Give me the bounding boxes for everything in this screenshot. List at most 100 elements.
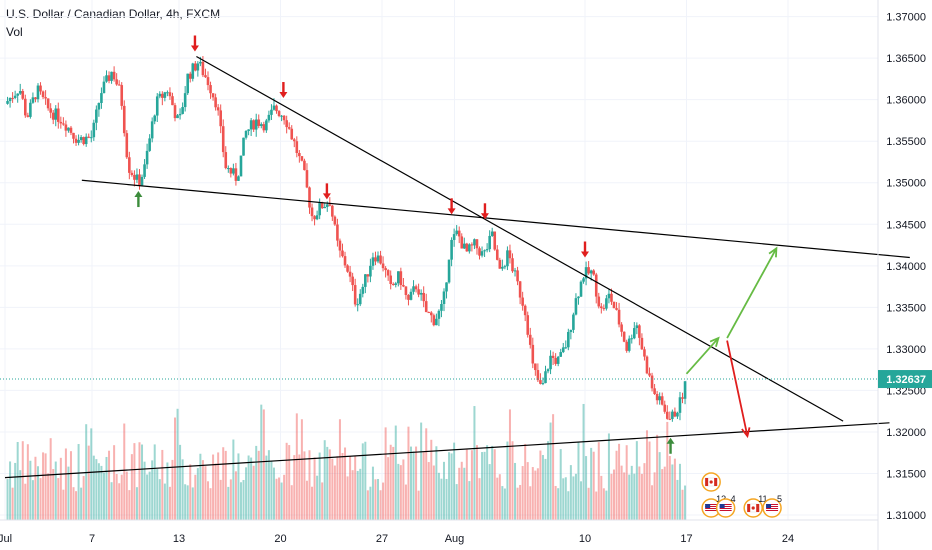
candle-body: [79, 137, 83, 141]
candle-body: [158, 93, 162, 97]
volume-bar: [445, 478, 448, 520]
candle-body: [546, 369, 550, 372]
candle-body: [612, 301, 616, 309]
down-arrow-marker: [581, 241, 589, 258]
candle-body: [112, 71, 116, 80]
candle-body: [320, 202, 324, 209]
volume-bar: [524, 443, 527, 520]
volume-bar: [618, 443, 621, 520]
volume-indicator-label[interactable]: Vol: [6, 25, 23, 39]
candle-body: [554, 357, 557, 364]
flag-us-stripe: [705, 504, 718, 505]
volume-bar: [110, 482, 113, 520]
volume-bar: [275, 478, 278, 520]
price-tick-label: 1.32500: [886, 385, 926, 397]
volume-bar: [437, 472, 440, 520]
candle-body: [206, 77, 210, 86]
candle-body: [483, 250, 486, 252]
candle-body: [216, 107, 220, 111]
candle-body: [346, 265, 349, 272]
candle-body: [577, 296, 580, 299]
event-icon-ca[interactable]: 11: [743, 494, 768, 518]
candle-body: [67, 127, 70, 131]
candle-body: [435, 318, 438, 326]
volume-bar: [361, 443, 364, 520]
candle-body: [227, 168, 230, 170]
volume-bar: [280, 482, 283, 520]
symbol-title[interactable]: U.S. Dollar / Canadian Dollar, 4h, FXCM: [6, 7, 221, 21]
projection-up-leg-2-shaft: [726, 247, 778, 339]
volume-bar: [267, 450, 270, 520]
candle-body: [234, 168, 238, 181]
candle-body: [442, 291, 446, 304]
volume-bar: [100, 465, 103, 520]
candle-body: [89, 137, 93, 139]
candle-body: [211, 93, 215, 98]
candle-body: [54, 108, 58, 120]
volume-bar: [404, 484, 407, 520]
volume-bar: [148, 471, 151, 520]
volume-bar: [265, 455, 268, 520]
volume-bar: [171, 459, 174, 520]
volume-bar: [21, 441, 24, 520]
volume-bar: [9, 461, 12, 520]
projection-up-leg-1-shaft: [685, 337, 720, 375]
flag-ca-left: [705, 478, 709, 486]
candle-body: [122, 105, 126, 134]
candle-body: [290, 128, 294, 140]
candle-body: [105, 75, 108, 82]
volume-bar: [11, 487, 14, 520]
volume-bar: [59, 457, 62, 520]
candle-body: [592, 270, 595, 275]
candle-body: [447, 259, 451, 283]
candle-body: [69, 127, 73, 133]
volume-bar: [77, 444, 80, 520]
candle-body: [653, 388, 656, 394]
time-tick-label: 17: [680, 533, 692, 545]
candle-body: [249, 120, 253, 130]
candle-body: [338, 240, 342, 251]
candle-body: [610, 293, 613, 302]
volume-bar: [331, 458, 334, 520]
volume-bar: [201, 460, 204, 520]
candle-body: [511, 258, 514, 272]
candle-body: [587, 267, 590, 274]
volume-bar: [47, 473, 50, 520]
candles: [6, 56, 687, 422]
candle-body: [229, 168, 233, 174]
down-arrow-marker: [447, 198, 456, 215]
candle-body: [308, 187, 311, 208]
marker-head: [666, 437, 675, 444]
candle-body: [650, 375, 654, 389]
candle-body: [117, 84, 121, 86]
volume-bar: [199, 453, 202, 520]
flag-us-canton: [705, 504, 711, 508]
volume-bar: [44, 453, 47, 520]
flag-ca-leaf: [709, 480, 713, 484]
candle-body: [503, 266, 507, 268]
candle-body: [455, 230, 458, 235]
volume-bar: [587, 487, 590, 520]
event-icon-us[interactable]: 5: [762, 494, 782, 518]
volume-bar: [95, 459, 98, 520]
volume-bar: [547, 441, 550, 520]
volume-bar: [435, 446, 438, 520]
volume-bar: [222, 447, 225, 520]
event-icon-ca[interactable]: [701, 472, 721, 492]
candle-body: [333, 216, 337, 225]
candle-body: [488, 235, 491, 250]
candle-body: [168, 92, 172, 97]
volume-bar: [262, 409, 265, 520]
candle-body: [389, 275, 392, 284]
event-icon-us[interactable]: 4: [715, 494, 736, 518]
volume-bar: [521, 466, 524, 520]
candle-body: [683, 381, 687, 399]
volume-bar: [14, 462, 17, 520]
candle-body: [166, 92, 169, 94]
volume-bar: [52, 469, 55, 520]
candle-body: [556, 356, 560, 364]
candle-body: [407, 295, 410, 300]
flag-us-stripe: [705, 510, 718, 511]
volume-bar: [374, 479, 377, 520]
